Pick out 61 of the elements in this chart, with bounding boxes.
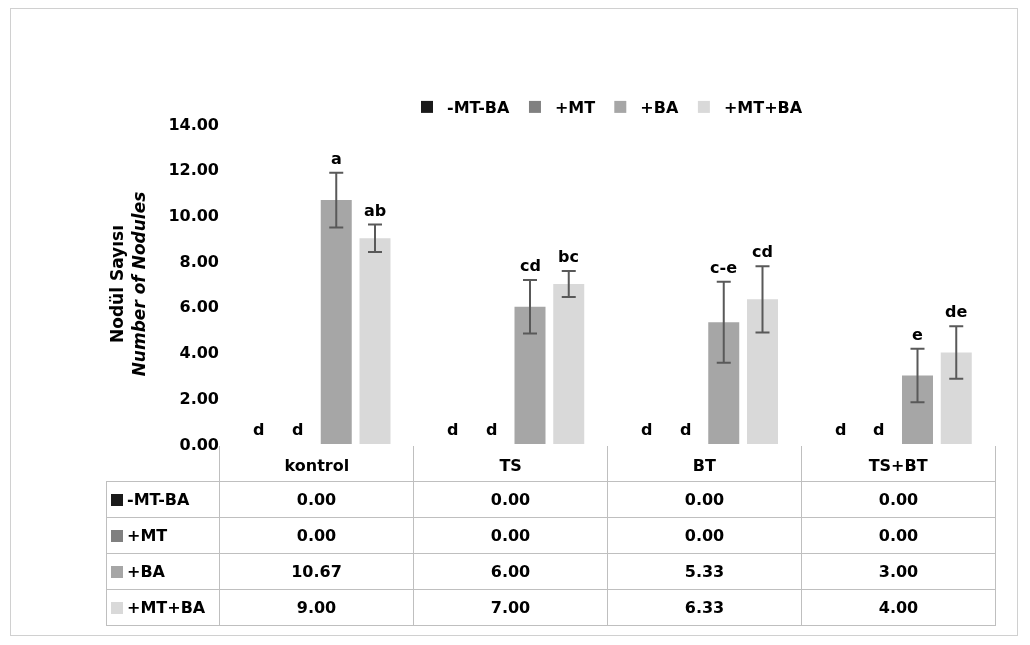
y-tick-label: 14.00 <box>168 114 219 134</box>
y-tick-label: 6.00 <box>179 297 219 317</box>
annotation: d <box>486 420 498 439</box>
data-label: 4.00 <box>801 589 996 626</box>
data-label: 3.00 <box>801 553 996 590</box>
x-tick-label: BT <box>692 456 717 475</box>
bar <box>747 299 778 444</box>
annotation: ab <box>364 201 387 220</box>
data-label: 6.00 <box>413 553 608 590</box>
annotation: bc <box>558 247 579 266</box>
annotation: d <box>835 420 847 439</box>
annotation: c-e <box>710 258 738 277</box>
data-label: 5.33 <box>607 553 802 590</box>
data-label: 0.00 <box>607 481 802 518</box>
data-label: 0.00 <box>801 481 996 518</box>
annotation: de <box>945 302 968 321</box>
y-tick-label: 10.00 <box>168 206 219 226</box>
data-label: 9.00 <box>219 589 414 626</box>
annotation: d <box>873 420 885 439</box>
data-label: 0.00 <box>413 481 608 518</box>
data-label: 0.00 <box>219 481 414 518</box>
text: +MT <box>127 526 168 545</box>
x-tick-label: kontrol <box>284 456 350 475</box>
data-label: 0.00 <box>413 517 608 554</box>
text: +MT+BA <box>127 598 206 617</box>
y-axis-title: Nodül Sayısı Number of Nodules <box>106 191 149 377</box>
data-label: 7.00 <box>413 589 608 626</box>
annotation: d <box>641 420 653 439</box>
annotation: d <box>292 420 304 439</box>
bar <box>902 375 933 444</box>
bar <box>553 284 585 444</box>
bar <box>320 200 352 444</box>
y-tick-label: 2.00 <box>179 388 219 408</box>
bar <box>940 352 972 444</box>
annotation: d <box>680 420 692 439</box>
annotation: cd <box>752 242 773 261</box>
annotation: a <box>331 149 342 168</box>
text: +BA <box>127 562 165 581</box>
y-tick-label: 8.00 <box>179 251 219 271</box>
data-label: 0.00 <box>219 517 414 554</box>
y-tick-label: 0.00 <box>179 434 219 454</box>
text: -MT-BA <box>127 490 190 509</box>
annotation: e <box>912 325 923 344</box>
bar <box>514 306 546 444</box>
annotation: d <box>253 420 265 439</box>
legend-label: +MT <box>554 98 596 118</box>
y-tick-label: 4.00 <box>179 343 219 363</box>
annotation: d <box>447 420 459 439</box>
bar <box>708 322 740 444</box>
legend-label: -MT-BA <box>447 98 510 118</box>
data-label: 10.67 <box>219 553 414 590</box>
x-tick-label: TS <box>499 456 522 475</box>
data-label: 0.00 <box>801 517 996 554</box>
legend-label: +MT+BA <box>723 98 803 118</box>
x-tick-label: TS+BT <box>868 456 928 475</box>
data-label: 6.33 <box>607 589 802 626</box>
annotation: cd <box>520 256 541 275</box>
y-tick-label: 12.00 <box>168 160 219 180</box>
data-label: 0.00 <box>607 517 802 554</box>
bar <box>359 238 391 444</box>
legend-label: +BA <box>640 98 679 118</box>
